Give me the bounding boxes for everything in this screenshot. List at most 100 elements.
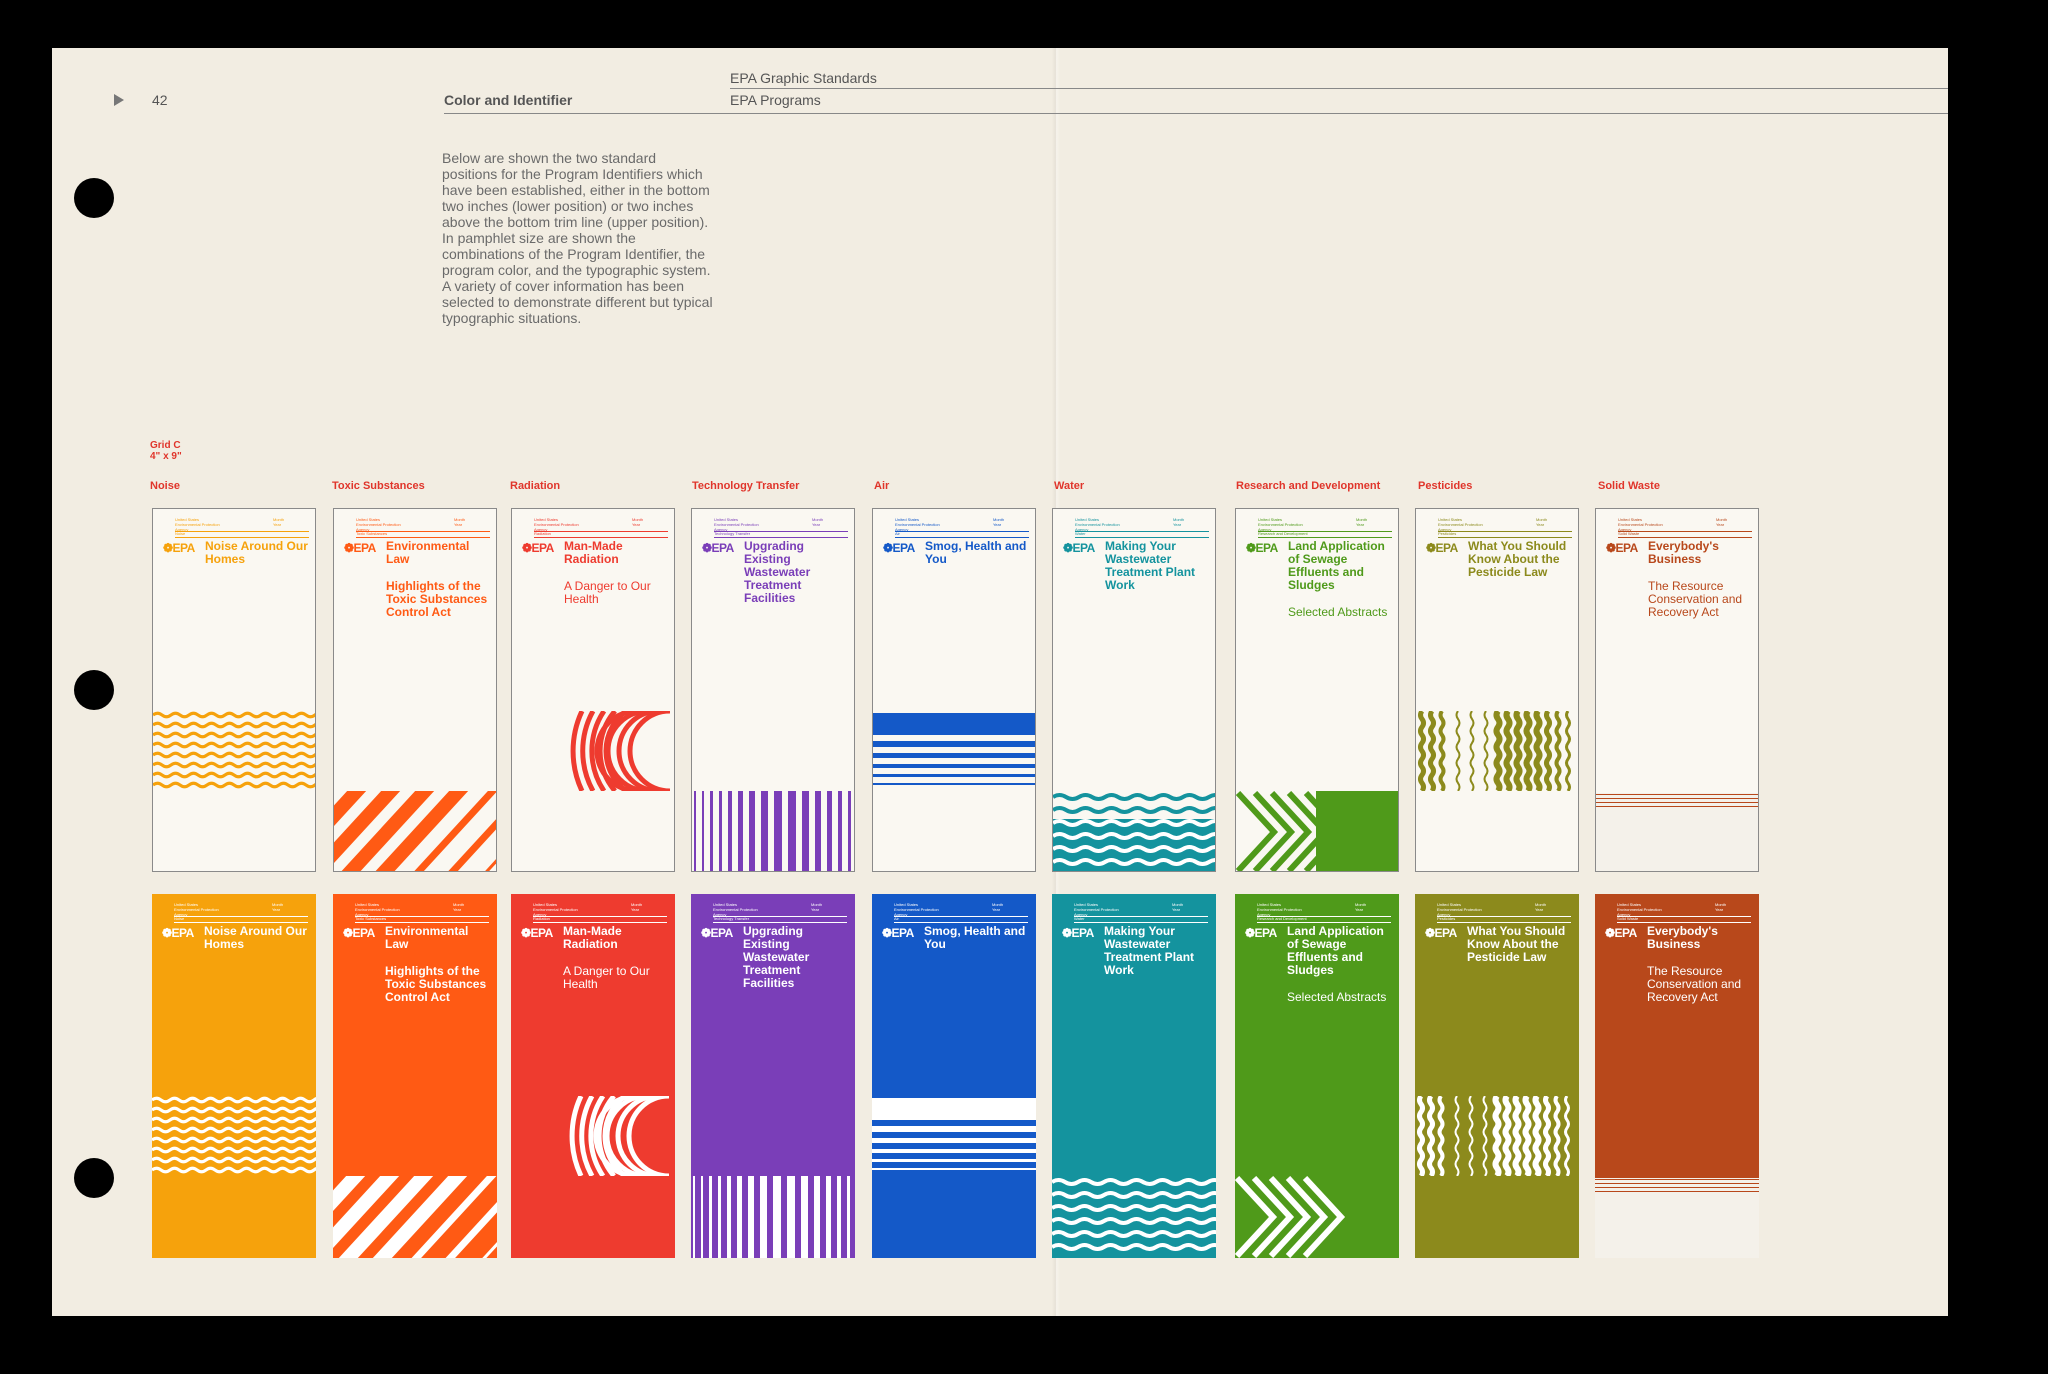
agency-line: Environmental Protection [714, 522, 759, 527]
agency-line: Agency [1257, 912, 1271, 917]
epa-logo: ❁EPA [1063, 541, 1095, 555]
vertical-wave [1417, 1096, 1425, 1176]
stripe-line [1596, 802, 1758, 803]
vertical-bar [719, 791, 722, 871]
date-line: Month [1535, 902, 1547, 907]
chevron-stripe [1285, 1176, 1329, 1258]
cover-colored: United States Environmental Protection Age… [872, 894, 1036, 1258]
agency-line: Environmental Protection [534, 522, 579, 527]
diagonal-stripe [482, 1242, 497, 1258]
horizontal-line [873, 774, 1035, 777]
agency-name: United States Environmental Protection Age… [175, 517, 255, 532]
cover-title: Noise Around Our Homes [205, 539, 308, 566]
agency-line: Environmental Protection [1438, 522, 1483, 527]
agency-name: United States Environmental Protection Age… [714, 517, 794, 532]
agency-line: Agency [534, 527, 548, 532]
cover-rule [1075, 531, 1209, 532]
agency-line: Environmental Protection [713, 907, 758, 912]
vertical-wave [1512, 1096, 1522, 1176]
cover-rule [895, 531, 1029, 532]
cover-program-name: Water [1074, 916, 1085, 921]
cover-colored: United States Environmental Protection Age… [511, 894, 675, 1258]
vertical-bar [748, 1176, 754, 1258]
date-line: Month [1716, 517, 1728, 522]
agency-line: United States [174, 902, 199, 907]
cover-white: United States Environmental Protection Age… [691, 508, 855, 872]
chevron-stripe [1252, 791, 1296, 871]
page-number: 42 [152, 92, 168, 108]
agency-line: Environmental Protection [895, 522, 940, 527]
date-line: Month [1173, 517, 1185, 522]
agency-line: Environmental Protection [175, 522, 220, 527]
cover-title: Everybody's Business [1647, 924, 1718, 951]
diagonal-stripe [485, 859, 496, 871]
agency-line: United States [356, 517, 381, 522]
vertical-bar [848, 791, 851, 871]
vertical-wave [1565, 711, 1571, 791]
diagonal-stripe [341, 791, 435, 871]
vertical-bar [838, 791, 842, 871]
wave-line [1053, 793, 1215, 801]
motif-band [152, 1092, 316, 1178]
motif-band [691, 1176, 855, 1258]
arrow-icon [114, 94, 124, 106]
cover-rule [1437, 916, 1571, 917]
agency-name: United States Environmental Protection Age… [713, 902, 793, 917]
cover-colored: United States Environmental Protection Age… [1235, 894, 1399, 1258]
vertical-wave [1428, 711, 1436, 791]
cover-rule [533, 922, 667, 923]
issue-date: Month Year [992, 902, 1003, 912]
cover-rule [1258, 537, 1392, 538]
agency-line: United States [534, 517, 559, 522]
arc-stripe [570, 711, 585, 791]
motif-band [511, 1096, 675, 1176]
arc-stripe [627, 711, 671, 791]
cover-subtitle: A Danger to Our Health [563, 964, 650, 991]
cover-title: Environmental Law [385, 924, 469, 951]
agency-line: Agency [1617, 912, 1631, 917]
cover-rule [1258, 531, 1392, 532]
vertical-wave [1522, 1096, 1532, 1176]
vertical-bar [694, 791, 696, 871]
vertical-bar [815, 791, 821, 871]
date-line: Year [811, 907, 820, 912]
agency-line: United States [713, 902, 738, 907]
program-label: Water [1054, 480, 1085, 492]
stripe-line [1595, 1179, 1759, 1180]
cover-white: United States Environmental Protection Age… [1052, 508, 1216, 872]
cover-rule [175, 531, 309, 532]
cover-program-name: Solid Waste [1618, 531, 1640, 536]
epa-logo: ❁EPA [1426, 541, 1458, 555]
wave-line [1052, 1191, 1216, 1199]
wave-line [153, 731, 315, 739]
wave-line [153, 741, 315, 749]
diagonal-stripe [414, 791, 496, 871]
diagonal-stripe [338, 1176, 434, 1258]
epa-logo: ❁EPA [1605, 926, 1637, 940]
epa-logo: ❁EPA [1062, 926, 1094, 940]
wave-line [1052, 1243, 1216, 1251]
motif-band [153, 711, 315, 789]
cover-program-name: Research and Development [1258, 531, 1308, 536]
agency-name: United States Environmental Protection Age… [1438, 517, 1518, 532]
vertical-wave [1493, 711, 1503, 791]
diagonal-stripe [375, 791, 469, 871]
horizontal-line [872, 1138, 1036, 1143]
date-line: Year [1716, 522, 1725, 527]
cover-rule [1617, 916, 1751, 917]
program-label: Radiation [510, 480, 561, 492]
agency-name: United States Environmental Protection Age… [355, 902, 435, 917]
date-line: Year [272, 907, 281, 912]
wave-line [1052, 1230, 1216, 1238]
program-label: Research and Development [1236, 480, 1381, 492]
vertical-bar [773, 1176, 781, 1258]
issue-date: Month Year [632, 517, 643, 527]
wave-line [152, 1096, 316, 1104]
cover-subtitle: Selected Abstracts [1287, 990, 1387, 1004]
wave-line [1052, 1217, 1216, 1225]
agency-name: United States Environmental Protection Age… [895, 517, 975, 532]
binder-hole [74, 670, 114, 710]
cover-title: Upgrading Existing Wastewater Treatment … [743, 924, 810, 990]
cover-colored: United States Environmental Protection Age… [152, 894, 316, 1258]
agency-line: United States [1075, 517, 1100, 522]
